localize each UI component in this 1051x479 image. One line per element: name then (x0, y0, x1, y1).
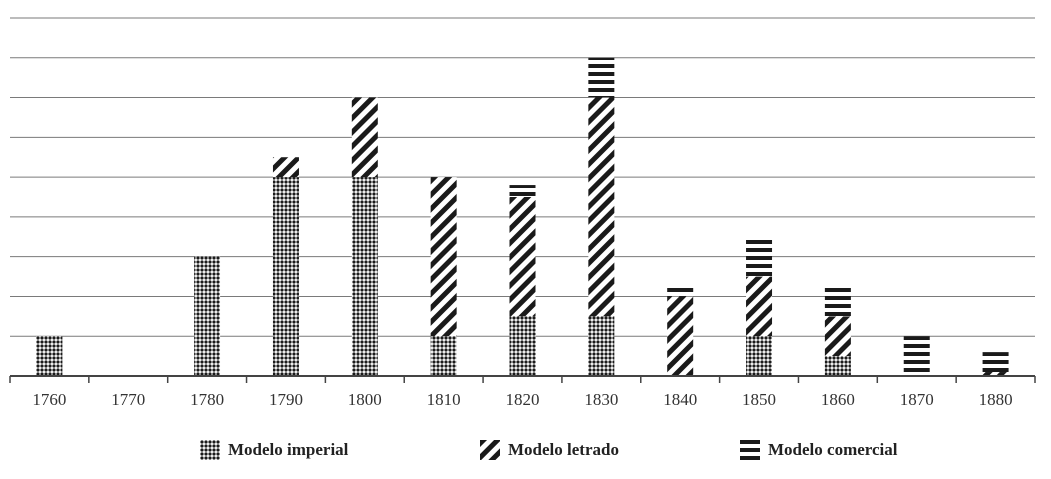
bar-segment-diagonal-1810 (430, 177, 457, 337)
x-axis: 1760 1770 1780 1790 1800 1810 1820 1830 1840 1850… (9, 375, 1036, 409)
legend-item-diagonal: Modelo letrado (480, 440, 619, 460)
bar-segment-diagonal-1850 (746, 276, 773, 337)
x-tick-label: 1800 (348, 390, 382, 409)
bar-segment-dots-1800 (351, 177, 378, 376)
bar-segment-horizontal-1880 (982, 352, 1009, 373)
gridlines (10, 17, 1035, 337)
x-tick-label: 1820 (506, 390, 540, 409)
x-tick-label: 1790 (269, 390, 303, 409)
bar-segment-diagonal-1840 (667, 296, 694, 376)
legend-swatch-dots (200, 440, 220, 460)
bar-segment-horizontal-1820 (509, 185, 536, 197)
legend-swatch-diagonal (480, 440, 500, 460)
bar-segment-dots-1820 (509, 316, 536, 376)
bar-segment-diagonal-1800 (351, 97, 378, 178)
bar-segment-diagonal-1790 (272, 157, 299, 178)
bar-segment-diagonal-1830 (588, 97, 615, 317)
bars (36, 57, 1009, 376)
x-tick-label: 1880 (979, 390, 1013, 409)
x-tick-label: 1810 (427, 390, 461, 409)
bar-segment-horizontal-1870 (903, 336, 930, 376)
x-tick-label: 1870 (900, 390, 934, 409)
legend-item-dots: Modelo imperial (200, 440, 348, 460)
bar-segment-dots-1760 (36, 336, 63, 376)
bar-segment-horizontal-1840 (667, 286, 694, 297)
x-tick-label: 1760 (32, 390, 66, 409)
x-tick-label: 1860 (821, 390, 855, 409)
bar-segment-diagonal-1860 (824, 316, 851, 357)
bar-segment-horizontal-1860 (824, 286, 851, 317)
legend-label: Modelo comercial (768, 440, 898, 459)
bar-segment-dots-1810 (430, 336, 457, 376)
bar-segment-dots-1830 (588, 316, 615, 376)
legend-item-horizontal: Modelo comercial (740, 440, 898, 460)
bar-segment-dots-1790 (272, 177, 299, 376)
x-tick-label: 1780 (190, 390, 224, 409)
stacked-bar-chart: 1760 1770 1780 1790 1800 1810 1820 1830 1840 1850… (9, 17, 1036, 409)
bar-segment-dots-1780 (194, 256, 221, 376)
x-tick-label: 1770 (111, 390, 145, 409)
bar-segment-dots-1860 (824, 356, 851, 376)
legend-swatch-horizontal (740, 440, 760, 460)
bar-segment-diagonal-1880 (982, 372, 1009, 376)
bar-segment-dots-1850 (746, 336, 773, 376)
x-tick-label: 1840 (663, 390, 697, 409)
x-tick-label: 1850 (742, 390, 776, 409)
bar-segment-diagonal-1820 (509, 197, 536, 317)
x-tick-label: 1830 (584, 390, 618, 409)
legend-label: Modelo imperial (228, 440, 349, 459)
legend-label: Modelo letrado (508, 440, 619, 459)
bar-segment-horizontal-1830 (588, 57, 615, 98)
bar-segment-horizontal-1850 (746, 236, 773, 277)
legend: Modelo imperial Modelo letrado Modelo co… (0, 440, 1051, 470)
